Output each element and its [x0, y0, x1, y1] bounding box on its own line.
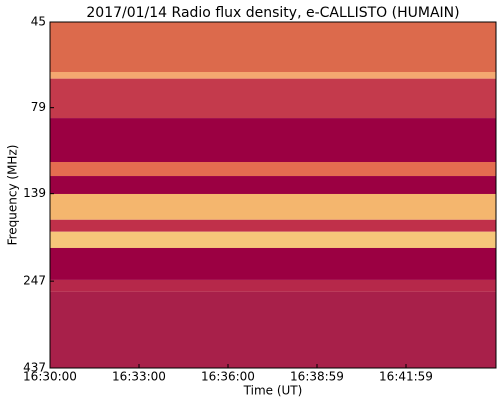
chart-title: 2017/01/14 Radio flux density, e-CALLIST… [86, 5, 459, 21]
spectrogram-band [50, 279, 496, 292]
spectrogram-band [50, 118, 496, 163]
spectrogram-band [50, 176, 496, 194]
x-tick-label: 16:38:59 [290, 370, 344, 384]
spectrogram-band [50, 71, 496, 79]
spectrogram-band [50, 162, 496, 177]
x-tick-label: 16:36:00 [201, 370, 255, 384]
spectrogram-band [50, 22, 496, 72]
x-tick-label: 16:30:00 [23, 370, 77, 384]
y-tick-label: 247 [23, 274, 46, 288]
x-tick-label: 16:33:00 [112, 370, 166, 384]
x-axis-label: Time (UT) [243, 384, 303, 398]
y-tick-label: 45 [31, 15, 46, 29]
y-tick-label: 79 [31, 100, 46, 114]
y-tick-label: 139 [23, 186, 46, 200]
spectrogram-band [50, 78, 496, 119]
y-tick-label: 437 [23, 361, 46, 375]
spectrogram-band [50, 291, 496, 368]
spectrogram-band [50, 247, 496, 280]
y-axis-label: Frequency (MHz) [6, 145, 20, 246]
x-tick-label: 16:41:59 [379, 370, 433, 384]
spectrogram-band [50, 231, 496, 248]
plot-frame [49, 21, 497, 369]
spectrogram-band [50, 193, 496, 220]
spectrogram-band [50, 219, 496, 232]
